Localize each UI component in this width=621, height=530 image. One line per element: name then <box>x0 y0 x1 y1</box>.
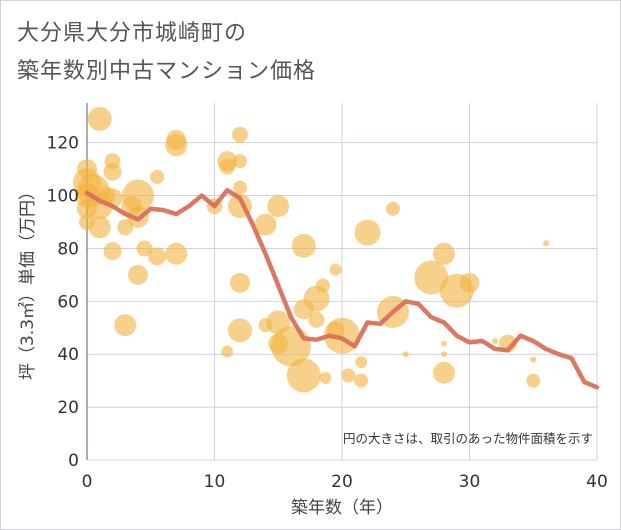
data-bubble <box>329 263 342 276</box>
data-bubble <box>233 180 247 195</box>
data-bubble <box>148 247 167 266</box>
data-bubble <box>232 126 248 143</box>
data-bubble <box>341 368 356 383</box>
data-bubble <box>128 264 148 285</box>
x-tick-label: 0 <box>82 472 93 492</box>
y-tick-label: 20 <box>57 398 79 418</box>
data-bubble <box>319 372 332 385</box>
y-tick-label: 60 <box>57 292 79 312</box>
data-bubble <box>291 233 316 258</box>
data-bubble <box>286 358 321 393</box>
data-bubble <box>233 154 247 169</box>
y-tick-label: 80 <box>57 239 79 259</box>
data-bubble <box>530 356 537 363</box>
data-bubble <box>103 242 122 261</box>
data-bubble <box>150 170 165 185</box>
data-bubble <box>219 158 236 175</box>
x-axis-label: 築年数（年） <box>291 498 393 518</box>
data-bubble <box>254 213 277 236</box>
data-bubble <box>355 356 368 369</box>
data-bubble <box>87 106 112 131</box>
data-bubble <box>402 351 409 358</box>
data-bubble <box>114 314 137 337</box>
data-bubble <box>103 162 122 181</box>
x-tick-label: 20 <box>331 472 353 492</box>
data-bubble <box>267 195 290 218</box>
data-bubble <box>165 134 188 157</box>
data-bubble <box>228 318 252 343</box>
bubble-size-note: 円の大きさは、取引のあった物件面積を示す <box>343 431 593 446</box>
x-tick-label: 40 <box>586 472 608 492</box>
data-bubble <box>308 311 325 328</box>
y-tick-label: 0 <box>68 451 79 471</box>
data-bubble <box>354 373 369 388</box>
data-bubble <box>492 338 498 344</box>
data-bubble <box>386 201 400 216</box>
y-tick-label: 40 <box>57 345 79 365</box>
data-bubble <box>433 242 455 265</box>
y-axis-label: 坪（3.3㎡）単価（万円） <box>18 183 38 380</box>
data-bubble <box>526 373 541 388</box>
data-bubble <box>459 272 480 293</box>
x-tick-label: 10 <box>204 472 226 492</box>
data-bubble <box>165 242 188 265</box>
axis-ticks: 0 10 20 30 40 0 20 40 60 80 100 120 <box>47 134 608 492</box>
average-line-series <box>84 188 600 390</box>
x-tick-label: 30 <box>459 472 481 492</box>
data-bubble <box>354 219 381 246</box>
data-bubble <box>221 345 234 358</box>
bubble-series <box>73 106 549 393</box>
data-bubble <box>441 340 447 347</box>
y-tick-label: 100 <box>47 187 79 207</box>
data-bubble <box>122 179 154 212</box>
data-bubble <box>543 240 549 247</box>
data-bubble <box>136 240 153 257</box>
average-price-line <box>84 188 600 390</box>
data-bubble <box>441 351 447 358</box>
chart-title-line-2: 築年数別中古マンション価格 <box>17 59 317 84</box>
y-tick-label: 120 <box>47 134 79 154</box>
data-bubble <box>433 361 455 384</box>
chart-title-line-1: 大分県大分市城崎町の <box>17 21 248 46</box>
data-bubble <box>230 272 250 293</box>
data-bubble <box>88 216 111 239</box>
data-bubble <box>414 260 449 295</box>
data-bubble <box>315 278 330 293</box>
